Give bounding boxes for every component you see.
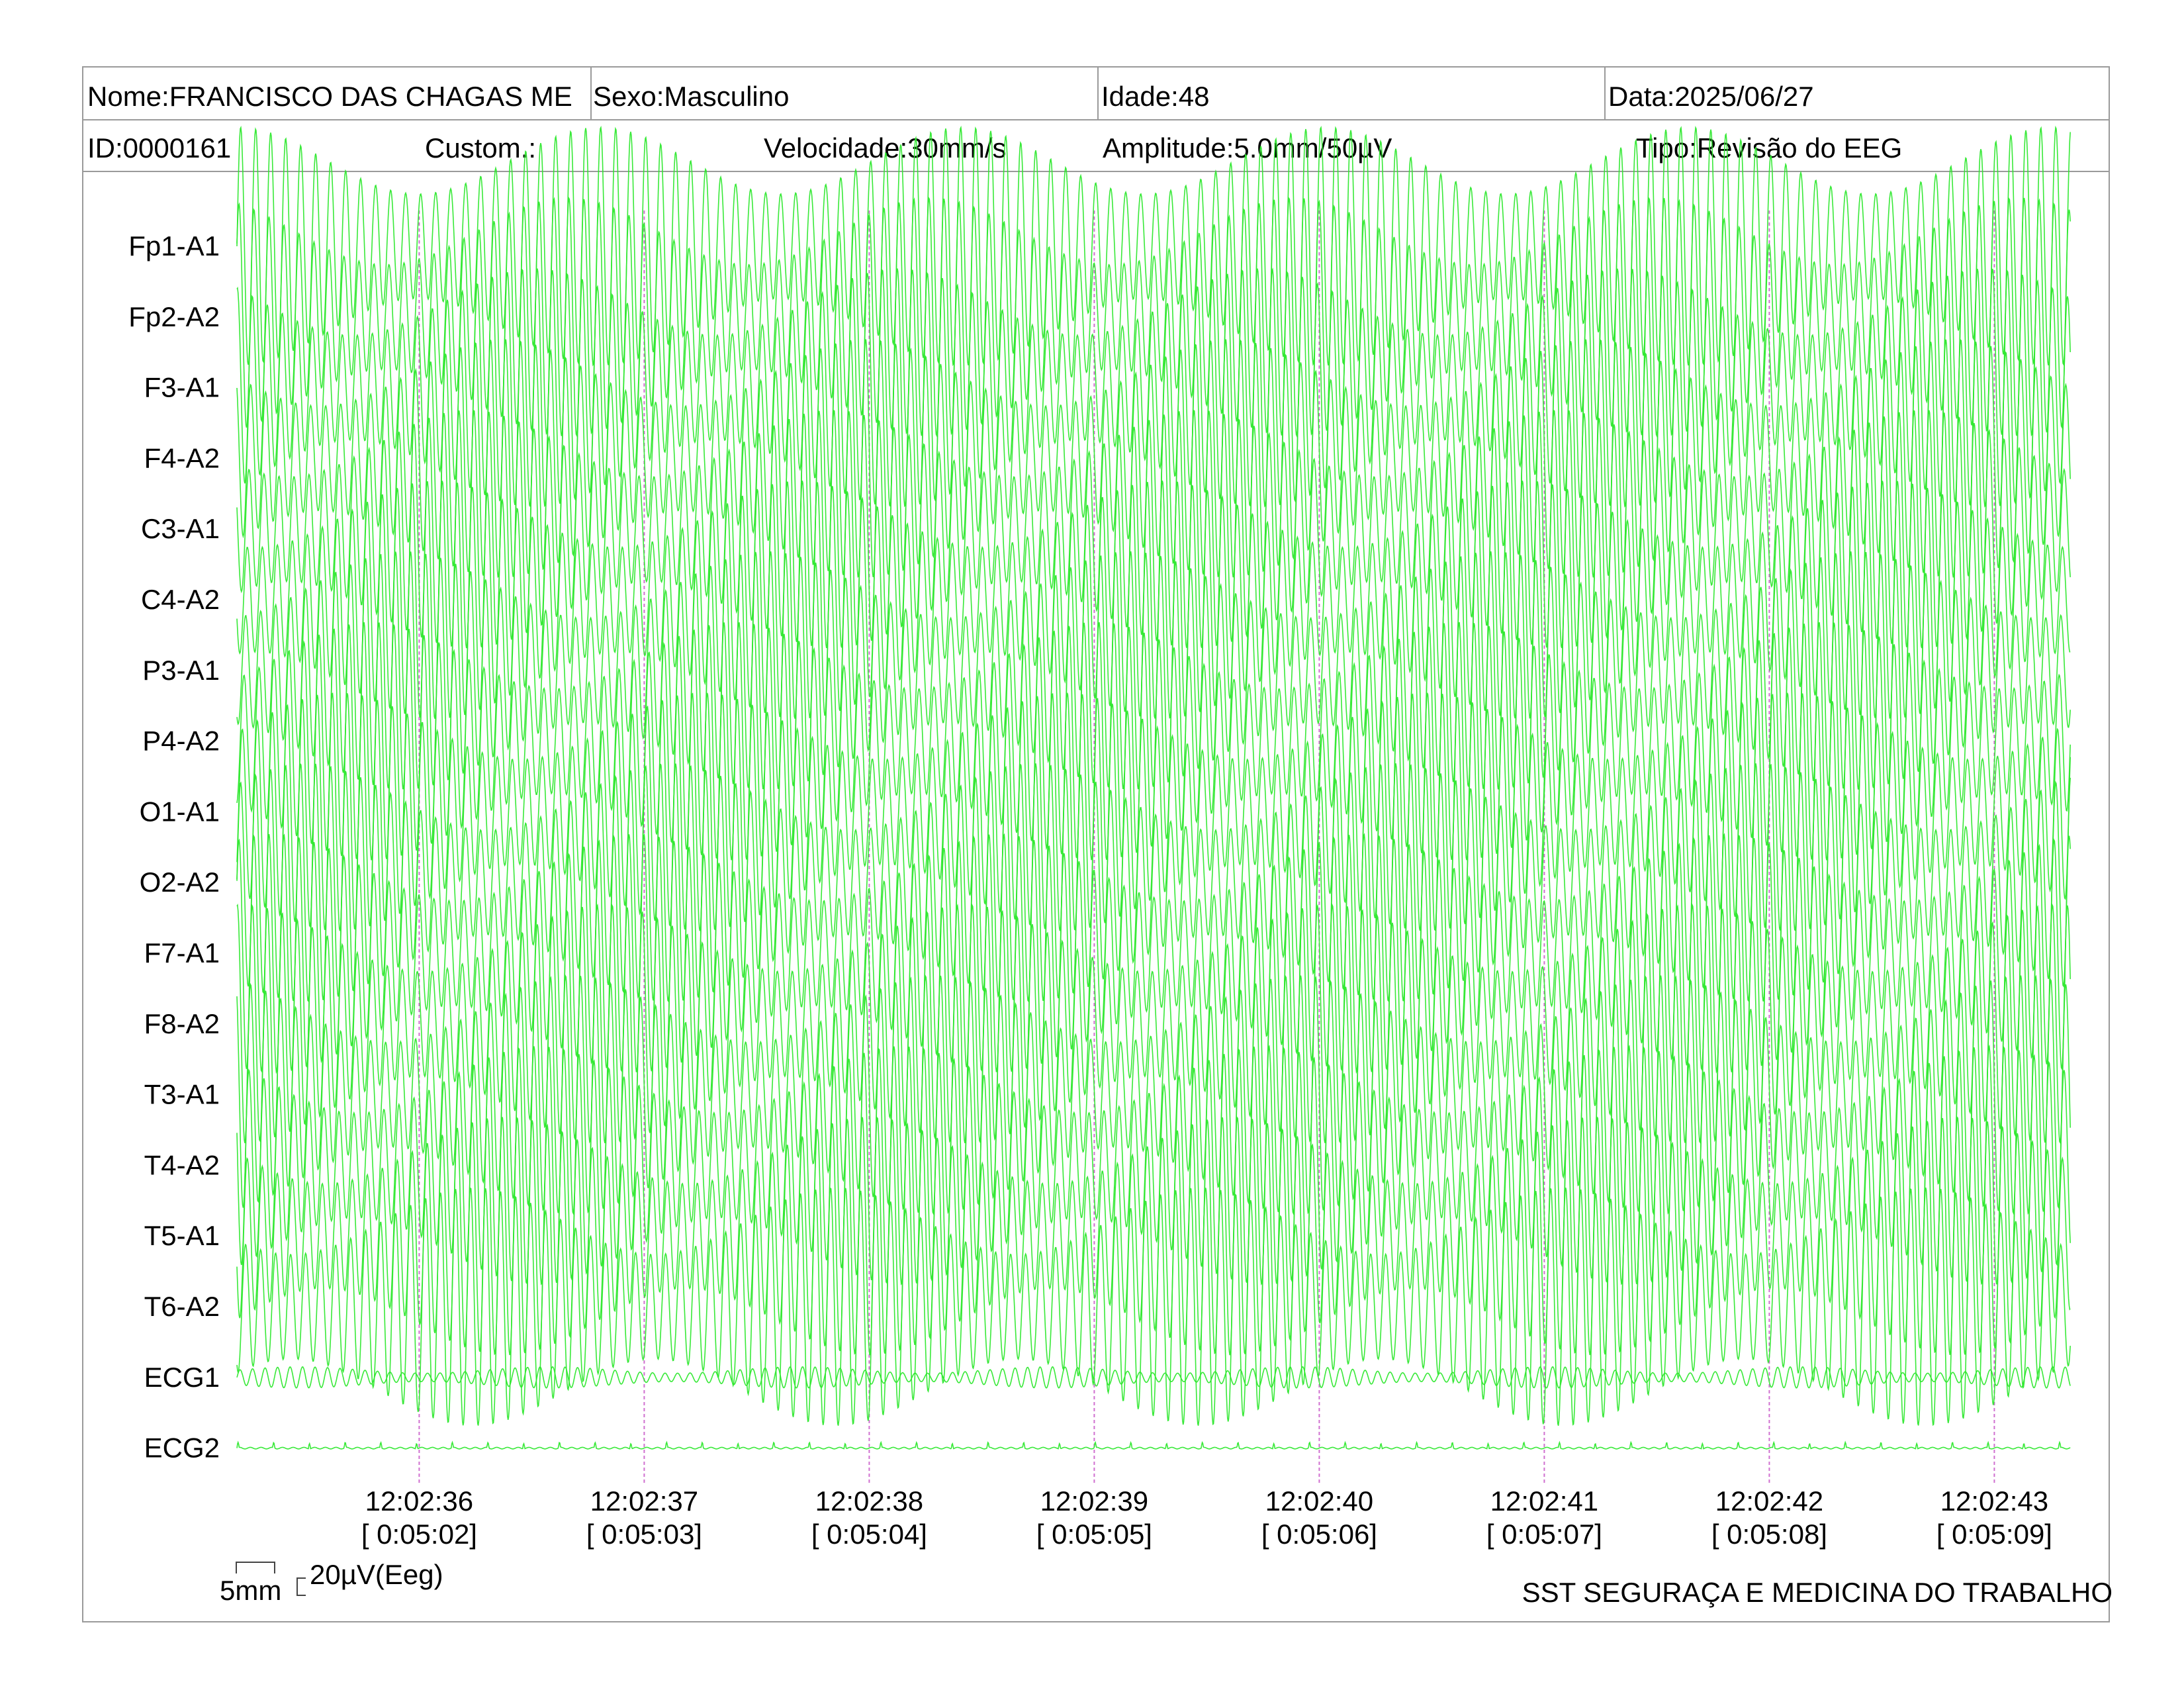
time-clock-label: 12:02:38 (815, 1485, 924, 1517)
trace-f8-a2 (236, 903, 2071, 1145)
trace-f4-a2 (236, 338, 2071, 579)
channel-label: T6-A2 (144, 1291, 220, 1322)
trace-t6-a2 (236, 1187, 2071, 1427)
time-elapsed-label: [ 0:05:06] (1261, 1519, 1377, 1550)
scale-length-label: 5mm (220, 1575, 282, 1606)
record-date: Data:2025/06/27 (1608, 81, 1814, 112)
time-clock-label: 12:02:37 (590, 1485, 699, 1517)
time-clock-label: 12:02:40 (1265, 1485, 1374, 1517)
scale-amplitude-label: 20µV(Eeg) (310, 1559, 443, 1590)
trace-ecg2 (236, 1440, 2071, 1450)
header-divider (1604, 68, 1606, 119)
channel-label: ECG1 (144, 1362, 220, 1393)
time-elapsed-label: [ 0:05:09] (1936, 1519, 2052, 1550)
header-row-patient: Nome:FRANCISCO DAS CHAGAS ME Sexo:Mascul… (83, 68, 2109, 120)
scale-5mm-bracket (236, 1562, 275, 1573)
amplitude-setting: Amplitude:5.0mm/50µV (1103, 132, 1392, 164)
channel-label: F7-A1 (144, 937, 220, 968)
custom-field: Custom.: (425, 132, 537, 164)
channel-label: T5-A1 (144, 1220, 220, 1251)
channel-label: F4-A2 (144, 442, 220, 473)
scale-legend: 5mm 20µV(Eeg) (217, 1559, 482, 1606)
trace-ecg1 (236, 1366, 2071, 1389)
time-clock-label: 12:02:36 (365, 1485, 474, 1517)
patient-name: Nome:FRANCISCO DAS CHAGAS ME (87, 81, 572, 112)
channel-label: Fp1-A1 (128, 230, 220, 261)
patient-age: Idade:48 (1101, 81, 1210, 112)
channel-label: O2-A2 (140, 867, 220, 898)
trace-c4-a2 (236, 480, 2071, 720)
footer-company: SST SEGURAÇA E MEDICINA DO TRABALHO (1522, 1577, 2113, 1608)
time-clock-label: 12:02:42 (1715, 1485, 1824, 1517)
trace-c3-a1 (236, 409, 2071, 649)
channel-label: Fp2-A2 (128, 301, 220, 332)
channel-label: ECG2 (144, 1432, 220, 1464)
scale-amplitude-bracket (296, 1577, 306, 1596)
channel-label: P4-A2 (142, 726, 220, 757)
header-divider (590, 68, 592, 119)
channel-label: F3-A1 (144, 372, 220, 403)
trace-f3-a1 (236, 267, 2071, 508)
time-clock-label: 12:02:43 (1940, 1485, 2049, 1517)
channel-label: T4-A2 (144, 1149, 220, 1180)
channel-label: C4-A2 (141, 584, 220, 615)
channel-label: C3-A1 (141, 513, 220, 544)
trace-o1-a1 (236, 692, 2071, 931)
channel-label: F8-A2 (144, 1008, 220, 1039)
trace-fp2-a2 (236, 196, 2071, 438)
time-clock-label: 12:02:39 (1040, 1485, 1149, 1517)
trace-t3-a1 (236, 974, 2071, 1216)
time-elapsed-label: [ 0:05:05] (1036, 1519, 1152, 1550)
time-elapsed-label: [ 0:05:03] (586, 1519, 702, 1550)
time-elapsed-label: [ 0:05:08] (1711, 1519, 1827, 1550)
channel-label: T3-A1 (144, 1079, 220, 1110)
patient-sex: Sexo:Masculino (593, 81, 790, 112)
time-elapsed-label: [ 0:05:04] (811, 1519, 927, 1550)
trace-p3-a1 (236, 551, 2071, 790)
header-divider (1097, 68, 1099, 119)
time-elapsed-label: [ 0:05:07] (1486, 1519, 1602, 1550)
time-elapsed-label: [ 0:05:02] (361, 1519, 477, 1550)
record-type: Tipo:Revisão do EEG (1636, 132, 1903, 164)
channel-label: O1-A1 (140, 796, 220, 827)
channel-label: P3-A1 (142, 655, 220, 686)
time-clock-label: 12:02:41 (1490, 1485, 1599, 1517)
patient-id: ID:0000161 (87, 132, 232, 164)
